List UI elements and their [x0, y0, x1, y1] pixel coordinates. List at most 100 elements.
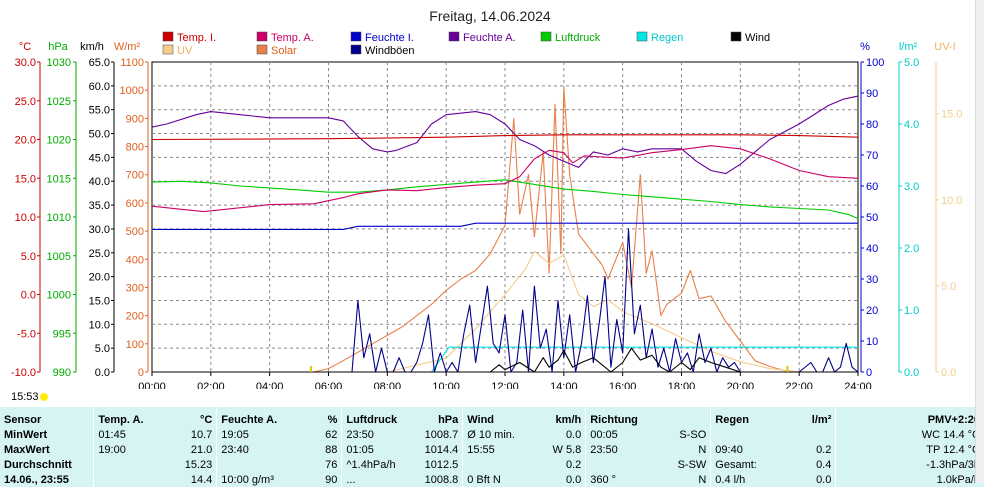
legend-label: Windböen — [365, 45, 415, 57]
row-cell-value: 15.23 — [184, 458, 213, 471]
row-cell-value: 10.7 — [190, 428, 213, 441]
row-cell-time: 0 Bft N — [462, 472, 526, 487]
row-cell-value: 0.4 — [816, 458, 832, 471]
x-tick-label: 22:00 — [785, 381, 813, 389]
row-cell-time: Ø 10 min. — [462, 427, 526, 442]
axis-tick-label-pressure: 995 — [53, 328, 71, 340]
table-header-label: Feuchte A. — [216, 407, 290, 427]
axis-unit-rain: l/m² — [899, 41, 918, 53]
table-header-label: Luftdruck — [341, 407, 405, 427]
table-header-label: Richtung — [585, 407, 649, 427]
row-cell-time — [462, 457, 526, 472]
row-cell-value: 0.2 — [565, 458, 582, 471]
row-cell-time: 15:55 — [462, 442, 526, 457]
axis-tick-label-solar: 400 — [126, 254, 144, 266]
legend-swatch — [350, 44, 362, 55]
row-cell-extra: 1.0kPa/h — [835, 472, 984, 487]
legend-swatch — [162, 31, 174, 42]
axis-tick-label-pressure: 1020 — [47, 135, 71, 147]
row-cell-value: 62 — [325, 428, 338, 441]
row-cell-extra: TP 12.4 °C — [835, 442, 984, 457]
row-cell-value: 0.0 — [565, 428, 582, 441]
table-row: MinWert 01:45 10.7 19:05 62 23:50 1008.7 Ø 10 m… — [0, 427, 984, 442]
table-row: MaxWert 19:00 21.0 23:40 88 01:05 1014.4 15:55 W… — [0, 442, 984, 457]
row-cell-time: 19:00 — [93, 442, 167, 457]
row-cell-time: 01:45 — [93, 427, 167, 442]
legend-label: Temp. A. — [271, 32, 314, 44]
row-cell-time: 00:05 — [585, 427, 649, 442]
legend-swatch — [730, 31, 742, 42]
chart-series — [151, 86, 859, 373]
x-tick-label: 06:00 — [315, 381, 343, 389]
row-cell-time: 23:50 — [341, 427, 405, 442]
axis-tick-label-pressure: 1010 — [47, 212, 71, 224]
axis-tick-label-temp: 30.0 — [15, 57, 36, 69]
legend-label: Feuchte A. — [463, 32, 516, 44]
weather-chart: Freitag, 14.06.2024 Temp. I. Temp. A. Feuc… — [11, 8, 963, 389]
series-line-wind — [152, 347, 858, 373]
chart-grid — [152, 62, 858, 372]
row-cell-value: 0.0 — [816, 473, 832, 486]
axis-tick-label-temp: 0.0 — [21, 290, 36, 302]
row-cell-time — [710, 427, 774, 442]
sun-icon — [40, 393, 48, 401]
axis-tick-label-solar: 500 — [126, 226, 144, 238]
axis-tick-label-humidity: 80 — [866, 119, 878, 131]
axis-tick-label-humidity: 60 — [866, 181, 878, 193]
axis-unit-temp: °C — [19, 41, 31, 53]
series-line-temp-a- — [151, 145, 859, 213]
axis-tick-label-wind: 30.0 — [89, 224, 110, 236]
legend-label: Regen — [651, 32, 683, 44]
row-cell-value: N — [698, 443, 707, 456]
axis-tick-label-wind: 25.0 — [89, 248, 110, 260]
axis-tick-label-uv: 15.0 — [941, 109, 962, 121]
x-tick-label: 16:00 — [609, 381, 637, 389]
x-tick-label: 24:00 — [844, 381, 872, 389]
series-line-solar — [152, 86, 858, 373]
row-label: MaxWert — [4, 443, 50, 456]
table-row: 14.06., 23:55 14.4 10:00 g/m³ 90... 1008.8 0 … — [0, 472, 984, 487]
table-header-label: Wind — [462, 407, 526, 427]
axis-tick-label-wind: 0.0 — [95, 367, 110, 379]
axis-tick-label-rain: 3.0 — [904, 181, 919, 193]
row-label: 14.06., 23:55 — [4, 473, 69, 486]
axis-unit-wind: km/h — [80, 41, 104, 53]
row-cell-time: 0.4 l/h — [710, 472, 774, 487]
axis-tick-label-wind: 10.0 — [89, 319, 110, 331]
x-tick-label: 12:00 — [491, 381, 519, 389]
axis-unit-humidity: % — [860, 41, 870, 53]
table-header-row: Sensor Temp. A. °C Feuchte A.% Luftdruck hPa W… — [0, 407, 984, 427]
table-header-unit: hPa — [438, 413, 459, 426]
axis-tick-label-wind: 65.0 — [89, 57, 110, 69]
table-header-label: Regen — [710, 407, 774, 427]
x-tick-label: 02:00 — [197, 381, 225, 389]
axis-tick-label-solar: 1000 — [120, 85, 144, 97]
table-header-unit: % — [327, 413, 338, 426]
plot-area — [151, 61, 859, 373]
row-label: MinWert — [4, 428, 48, 441]
legend-swatch — [636, 31, 648, 42]
series-line-luftdruck — [151, 179, 859, 220]
axis-tick-label-rain: 2.0 — [904, 243, 919, 255]
axis-tick-label-uv: 5.0 — [941, 281, 956, 293]
stats-table: Sensor Temp. A. °C Feuchte A.% Luftdruck hPa W… — [0, 407, 984, 487]
axis-tick-label-solar: 1100 — [120, 57, 144, 69]
row-cell-value: 1014.4 — [424, 443, 459, 456]
axis-unit-pressure: hPa — [48, 41, 68, 53]
row-cell-value: 88 — [325, 443, 338, 456]
axis-tick-label-solar: 900 — [126, 113, 144, 125]
axis-tick-label-temp: -5.0 — [17, 328, 36, 340]
axis-tick-label-pressure: 990 — [53, 367, 71, 379]
axis-tick-label-humidity: 70 — [866, 150, 878, 162]
row-cell-value: N — [698, 473, 707, 486]
axis-tick-label-pressure: 1030 — [47, 57, 71, 69]
axis-tick-label-humidity: 40 — [866, 243, 878, 255]
table-header-label: Temp. A. — [93, 407, 167, 427]
axis-tick-label-pressure: 1015 — [47, 173, 71, 185]
vertical-scrollbar[interactable] — [975, 0, 984, 483]
table-header-unit: l/m² — [811, 413, 832, 426]
row-cell-value: 76 — [325, 458, 338, 471]
series-line-temp-i- — [151, 134, 859, 141]
legend-swatch — [256, 31, 268, 42]
legend-swatch — [448, 31, 460, 42]
